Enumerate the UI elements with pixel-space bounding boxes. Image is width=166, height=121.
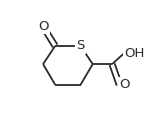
Text: O: O — [119, 78, 130, 91]
Text: O: O — [38, 20, 48, 33]
Text: S: S — [76, 39, 85, 53]
Text: OH: OH — [124, 47, 145, 60]
